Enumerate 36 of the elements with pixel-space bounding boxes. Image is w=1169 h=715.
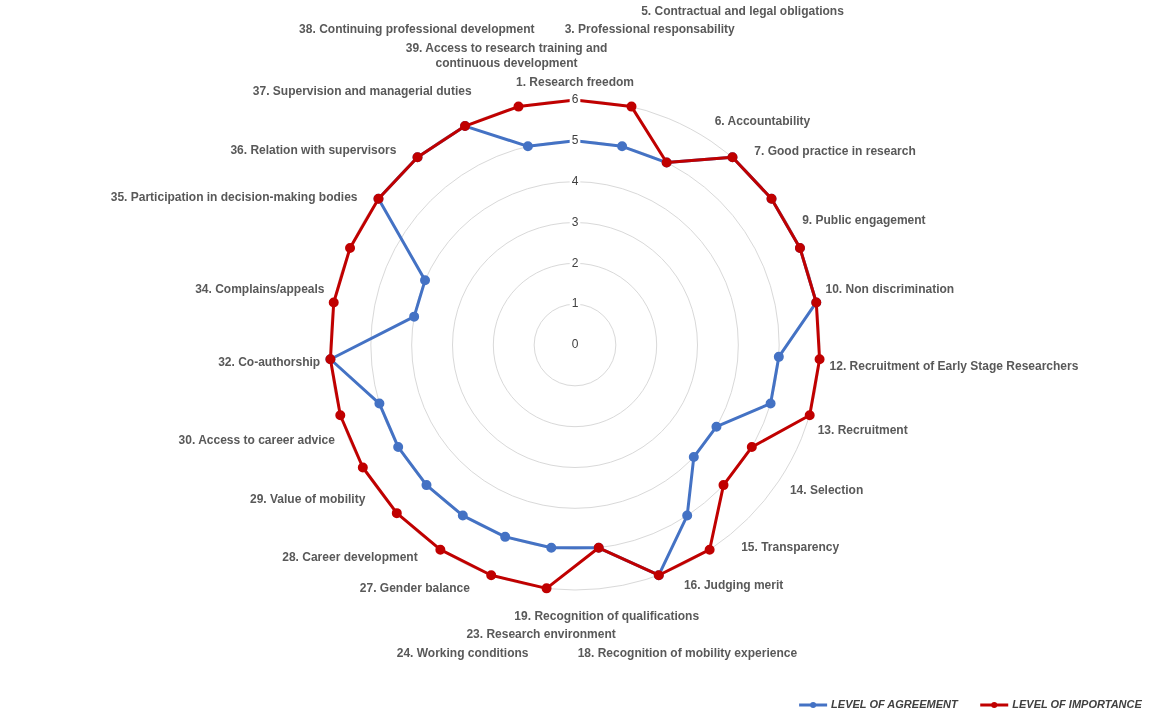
y-tick-label: 2 bbox=[571, 255, 579, 270]
spoke-label: 32. Co-authorship bbox=[218, 355, 321, 370]
y-tick-label: 3 bbox=[571, 214, 579, 229]
spoke-label: 5. Contractual and legal obligations bbox=[641, 3, 845, 18]
spoke-label: 38. Continuing professional development bbox=[299, 22, 535, 37]
legend-label: LEVEL OF IMPORTANCE bbox=[1012, 698, 1143, 711]
spoke-label: 16. Judging merit bbox=[683, 578, 784, 593]
spoke-label: 14. Selection bbox=[789, 482, 864, 497]
y-tick-label: 6 bbox=[571, 92, 579, 107]
spoke-label: 1. Research freedom bbox=[515, 74, 635, 89]
spoke-label: 10. Non discrimination bbox=[825, 281, 955, 296]
legend-label: LEVEL OF AGREEMENT bbox=[831, 698, 959, 711]
spoke-label: 24. Working conditions bbox=[396, 646, 529, 661]
spoke-label: 35. Participation in decision-making bodies bbox=[110, 190, 358, 205]
spoke-label: 12. Recruitment of Early Stage Researchers bbox=[829, 359, 1079, 374]
spoke-label: 27. Gender balance bbox=[359, 580, 471, 595]
y-tick-label: 4 bbox=[571, 173, 579, 188]
y-tick-label: 5 bbox=[571, 133, 579, 148]
spoke-label: 29. Value of mobility bbox=[249, 491, 366, 506]
spoke-label: 23. Research environment bbox=[466, 627, 616, 642]
spoke-label: 9. Public engagement bbox=[802, 212, 926, 227]
spoke-label: 7. Good practice in research bbox=[754, 143, 916, 158]
spoke-label: 15. Transparency bbox=[741, 540, 840, 555]
spoke-label: 19. Recognition of qualifications bbox=[514, 608, 700, 623]
spoke-label: 3. Professional responsability bbox=[564, 22, 736, 37]
spoke-label: 18. Recognition of mobility experience bbox=[577, 646, 798, 661]
spoke-label: 34. Complains/appeals bbox=[195, 281, 325, 296]
y-tick-label: 1 bbox=[571, 296, 579, 311]
spoke-label: 39. Access to research training and continuous development bbox=[405, 40, 608, 70]
spoke-label: 6. Accountability bbox=[714, 113, 811, 128]
spoke-label: 37. Supervision and managerial duties bbox=[252, 83, 472, 98]
y-tick-label: 0 bbox=[571, 337, 579, 352]
spoke-label: 30. Access to career advice bbox=[178, 432, 336, 447]
spoke-label: 13. Recruitment bbox=[817, 423, 908, 438]
spoke-label: 28. Career development bbox=[282, 549, 418, 564]
spoke-label: 36. Relation with supervisors bbox=[230, 142, 397, 157]
